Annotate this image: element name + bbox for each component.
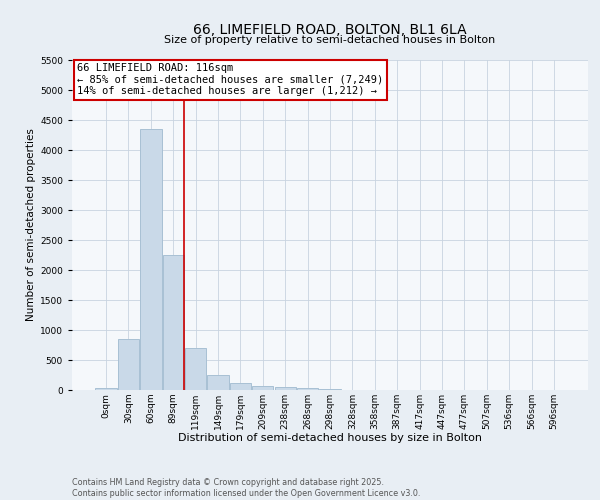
Text: Contains HM Land Registry data © Crown copyright and database right 2025.
Contai: Contains HM Land Registry data © Crown c… xyxy=(72,478,421,498)
Bar xyxy=(140,129,161,390)
Text: 66, LIMEFIELD ROAD, BOLTON, BL1 6LA: 66, LIMEFIELD ROAD, BOLTON, BL1 6LA xyxy=(193,22,467,36)
Bar xyxy=(319,389,341,390)
Bar xyxy=(297,388,318,390)
Bar xyxy=(252,386,274,390)
Bar xyxy=(230,383,251,390)
Bar xyxy=(208,375,229,390)
Bar xyxy=(185,348,206,390)
Text: 66 LIMEFIELD ROAD: 116sqm
← 85% of semi-detached houses are smaller (7,249)
14% : 66 LIMEFIELD ROAD: 116sqm ← 85% of semi-… xyxy=(77,64,383,96)
Bar xyxy=(275,386,296,390)
X-axis label: Distribution of semi-detached houses by size in Bolton: Distribution of semi-detached houses by … xyxy=(178,434,482,444)
Text: Size of property relative to semi-detached houses in Bolton: Size of property relative to semi-detach… xyxy=(164,35,496,45)
Bar xyxy=(95,388,117,390)
Bar xyxy=(163,255,184,390)
Bar xyxy=(118,339,139,390)
Y-axis label: Number of semi-detached properties: Number of semi-detached properties xyxy=(26,128,36,322)
